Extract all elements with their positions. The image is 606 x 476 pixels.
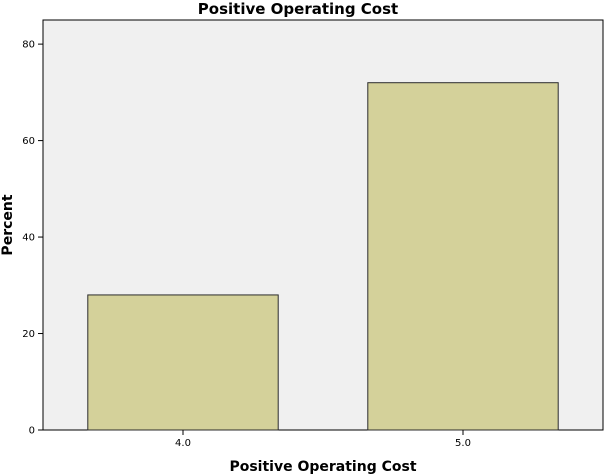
bar-4.0 xyxy=(87,294,279,431)
y-axis-label: Percent xyxy=(0,194,16,255)
bars xyxy=(87,82,559,431)
y-tick-label: 60 xyxy=(22,136,35,147)
x-axis-label: Positive Operating Cost xyxy=(229,459,416,475)
x-axis: 4.0 5.0 xyxy=(175,430,471,449)
y-tick-label: 80 xyxy=(22,40,35,51)
y-axis: 0 20 40 60 80 xyxy=(22,40,43,437)
x-tick-label: 4.0 xyxy=(175,438,191,449)
chart-title: Positive Operating Cost xyxy=(198,0,398,18)
bar-5.0 xyxy=(367,82,559,431)
y-tick-label: 40 xyxy=(22,233,35,244)
x-tick-label: 5.0 xyxy=(455,438,471,449)
y-tick-label: 20 xyxy=(22,329,35,340)
y-tick-label: 0 xyxy=(29,426,35,437)
